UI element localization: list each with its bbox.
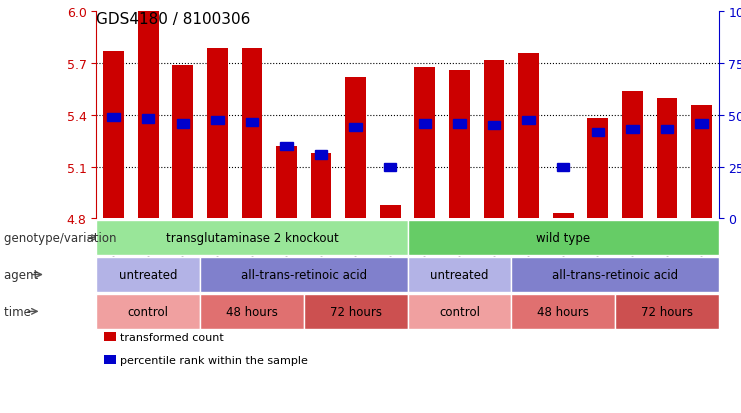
- Text: transglutaminase 2 knockout: transglutaminase 2 knockout: [165, 232, 339, 244]
- Text: agent: agent: [4, 268, 41, 281]
- Bar: [142, 115, 154, 123]
- Bar: [276, 147, 297, 219]
- Bar: [453, 120, 465, 128]
- Bar: [661, 125, 673, 133]
- Text: all-trans-retinoic acid: all-trans-retinoic acid: [552, 268, 678, 281]
- Text: untreated: untreated: [119, 268, 177, 281]
- Bar: [419, 120, 431, 128]
- Bar: [622, 92, 642, 219]
- Bar: [588, 119, 608, 219]
- Bar: [553, 214, 574, 219]
- Bar: [484, 61, 505, 219]
- Text: 48 hours: 48 hours: [226, 305, 278, 318]
- Bar: [173, 66, 193, 219]
- Text: control: control: [439, 305, 480, 318]
- Text: 72 hours: 72 hours: [641, 305, 693, 318]
- Bar: [518, 54, 539, 219]
- Text: untreated: untreated: [431, 268, 488, 281]
- Text: wild type: wild type: [536, 232, 591, 244]
- Bar: [695, 120, 708, 128]
- Text: transformed count: transformed count: [120, 332, 224, 342]
- Bar: [103, 52, 124, 219]
- Bar: [207, 48, 227, 219]
- Bar: [138, 12, 159, 219]
- Bar: [522, 116, 535, 125]
- Text: 48 hours: 48 hours: [537, 305, 589, 318]
- Bar: [414, 67, 435, 219]
- Text: percentile rank within the sample: percentile rank within the sample: [120, 355, 308, 365]
- Text: genotype/variation: genotype/variation: [4, 232, 120, 244]
- Bar: [384, 163, 396, 171]
- Bar: [176, 120, 189, 128]
- Bar: [449, 71, 470, 219]
- Bar: [310, 154, 331, 219]
- Bar: [211, 116, 224, 125]
- Text: control: control: [127, 305, 169, 318]
- Text: 72 hours: 72 hours: [330, 305, 382, 318]
- Text: GDS4180 / 8100306: GDS4180 / 8100306: [96, 12, 250, 27]
- Bar: [280, 142, 293, 151]
- Bar: [488, 122, 500, 130]
- Bar: [380, 205, 401, 219]
- Bar: [246, 119, 258, 127]
- Text: time: time: [4, 305, 34, 318]
- Bar: [107, 113, 120, 121]
- Bar: [242, 48, 262, 219]
- Bar: [350, 123, 362, 132]
- Bar: [557, 163, 569, 171]
- Bar: [315, 151, 328, 159]
- Text: all-trans-retinoic acid: all-trans-retinoic acid: [241, 268, 367, 281]
- Bar: [626, 125, 639, 133]
- Bar: [591, 129, 604, 137]
- Bar: [691, 105, 712, 219]
- Bar: [657, 98, 677, 219]
- Bar: [345, 78, 366, 219]
